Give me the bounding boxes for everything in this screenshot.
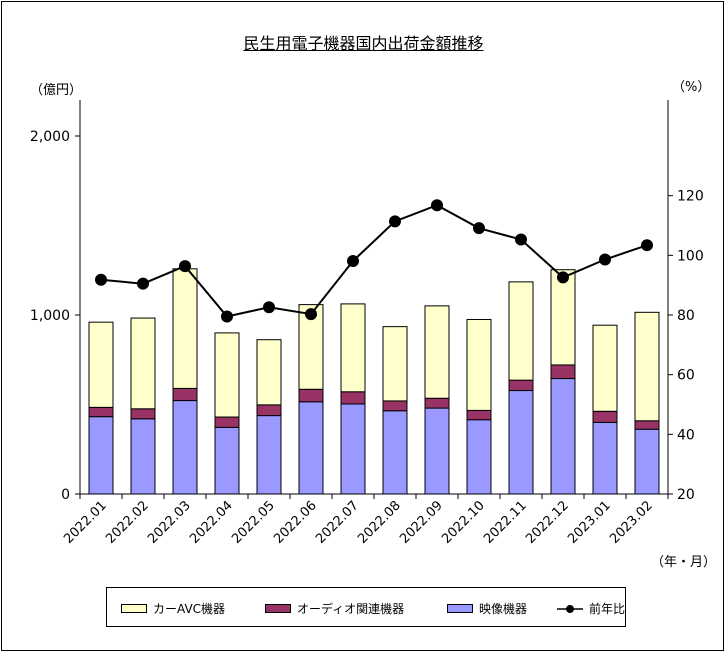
yoy-point [473, 222, 485, 235]
x-axis-unit: （年・月） [651, 555, 717, 570]
bar-segment-audio [550, 364, 576, 380]
legend-item-yoy: 前年比 [557, 600, 625, 617]
bar-segment-car-avc [340, 303, 366, 393]
bar-segment-audio [508, 379, 534, 392]
x-tick-label: 2022.02 [103, 498, 152, 547]
yoy-point [557, 271, 569, 284]
x-tick-label: 2022.01 [61, 498, 110, 547]
bar-segment-car-avc [508, 281, 534, 381]
bar-segment-audio [130, 408, 156, 420]
yoy-point [431, 199, 443, 212]
yoy-point [515, 233, 527, 246]
x-tick-label: 2022.03 [145, 498, 194, 547]
right-tick-label: 60 [677, 368, 695, 384]
x-tick-label: 2022.05 [229, 498, 278, 547]
x-tick-label: 2022.09 [397, 498, 446, 547]
chart-title: 民生用電子機器国内出荷金額推移 [0, 30, 727, 54]
chart-title-text: 民生用電子機器国内出荷金額推移 [243, 34, 484, 53]
x-tick-label: 2022.07 [313, 498, 362, 547]
left-tick-label: 0 [61, 487, 70, 503]
bar-segment-car-avc [88, 321, 114, 408]
bar-segment-video [130, 418, 156, 495]
yoy-point [95, 273, 107, 286]
legend-label-video: 映像機器 [479, 602, 528, 616]
legend-item-audio: オーディオ関連機器 [265, 600, 404, 617]
legend-swatch-audio [265, 604, 291, 613]
bar-segment-video [172, 400, 198, 495]
bar-segment-video [88, 416, 114, 495]
bar-segment-car-avc [256, 339, 282, 406]
legend-label-yoy: 前年比 [589, 602, 626, 616]
bar-segment-audio [466, 409, 492, 421]
x-tick-label: 2023.01 [565, 498, 614, 547]
yoy-point [599, 253, 611, 266]
bar-segment-video [256, 415, 282, 495]
bar-segment-car-avc [592, 324, 618, 412]
bar-segment-car-avc [130, 317, 156, 410]
bar-segment-audio [298, 388, 324, 403]
bar-segment-audio [214, 416, 240, 428]
right-tick-label: 80 [677, 308, 695, 324]
legend: カーAVC機器 オーディオ関連機器 映像機器 前年比 [106, 587, 626, 627]
legend-item-car-avc: カーAVC機器 [121, 600, 225, 617]
bar-segment-car-avc [466, 318, 492, 411]
yoy-point [305, 308, 317, 321]
bar-segment-video [508, 390, 534, 495]
bar-segment-car-avc [634, 311, 660, 422]
bar-segment-audio [592, 410, 618, 423]
yoy-point [389, 215, 401, 228]
right-tick-label: 40 [677, 427, 695, 443]
x-tick-label: 2022.08 [355, 498, 404, 547]
bar-segment-audio [424, 397, 450, 409]
right-tick-label: 100 [677, 248, 704, 264]
x-tick-label: 2022.11 [481, 498, 530, 547]
bar-segment-video [424, 407, 450, 495]
yoy-point [641, 239, 653, 252]
x-tick-label: 2022.04 [187, 498, 236, 547]
x-tick-label: 2022.12 [523, 498, 572, 547]
legend-swatch-yoy [557, 604, 583, 613]
bar-segment-video [634, 428, 660, 495]
bar-segment-car-avc [550, 269, 576, 366]
left-tick-label: 1,000 [30, 308, 70, 324]
x-tick-label: 2022.10 [439, 498, 488, 547]
legend-label-audio: オーディオ関連機器 [297, 602, 405, 616]
yoy-point [137, 277, 149, 290]
yoy-point [221, 310, 233, 323]
yoy-point [179, 260, 191, 273]
bar-segment-audio [340, 391, 366, 405]
bar-segment-audio [88, 406, 114, 418]
bar-segment-video [382, 410, 408, 495]
legend-swatch-video [447, 604, 473, 613]
right-tick-label: 120 [677, 189, 704, 205]
bar-segment-video [550, 378, 576, 495]
legend-item-video: 映像機器 [447, 600, 527, 617]
left-tick-label: 2,000 [30, 129, 70, 145]
bar-segment-audio [634, 420, 660, 430]
bar-segment-car-avc [214, 332, 240, 418]
right-tick-label: 20 [677, 487, 695, 503]
bar-segment-video [298, 401, 324, 495]
bar-segment-car-avc [424, 305, 450, 399]
legend-label-car-avc: カーAVC機器 [153, 602, 226, 616]
left-axis-unit: （億円） [30, 83, 83, 98]
bar-segment-video [214, 426, 240, 495]
bar-segment-car-avc [172, 268, 198, 389]
yoy-line [100, 204, 648, 318]
yoy-point [263, 301, 275, 314]
bar-segment-video [340, 403, 366, 495]
bar-segment-audio [382, 400, 408, 412]
right-axis-unit: （%） [672, 80, 711, 95]
x-tick-label: 2023.02 [607, 498, 656, 547]
bar-segment-audio [256, 404, 282, 417]
bar-segment-video [466, 419, 492, 495]
yoy-point [347, 255, 359, 268]
bar-segment-car-avc [382, 326, 408, 402]
x-tick-label: 2022.06 [271, 498, 320, 547]
legend-swatch-car-avc [121, 604, 147, 613]
bar-segment-audio [172, 387, 198, 402]
bar-segment-video [592, 421, 618, 495]
